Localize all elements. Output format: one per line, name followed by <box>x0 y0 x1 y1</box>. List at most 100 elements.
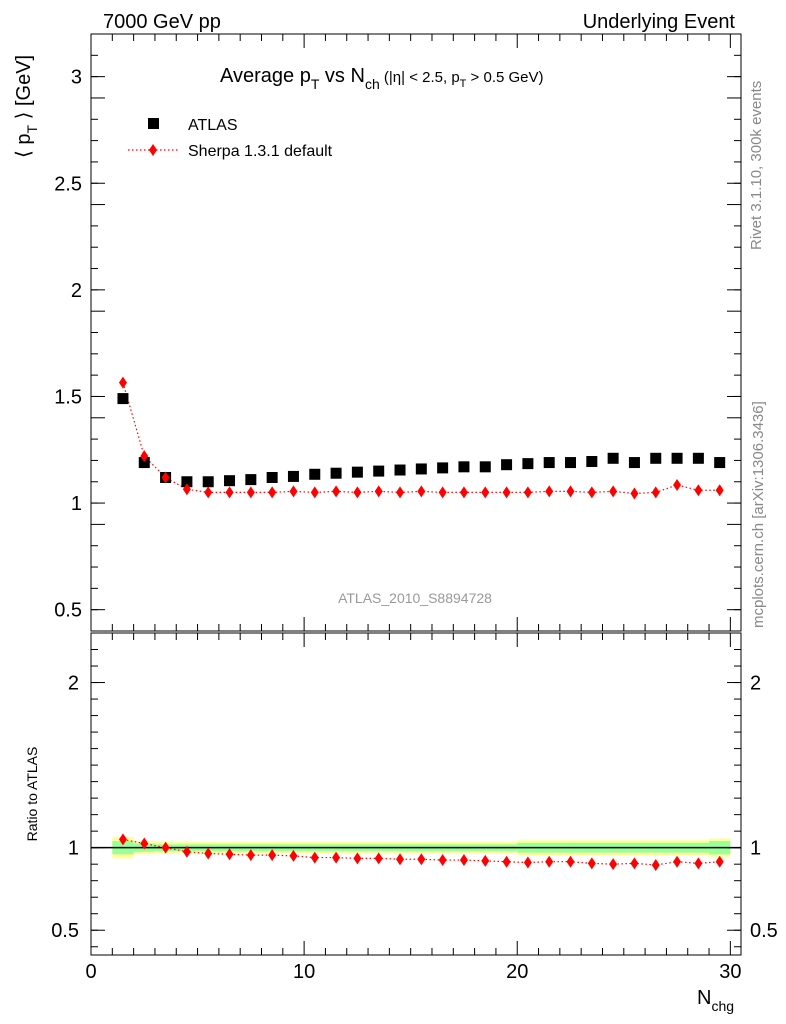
sherpa-ratio-point <box>545 855 554 868</box>
atlas-point <box>224 475 236 487</box>
ratio-data-marks <box>118 833 724 872</box>
sherpa-point <box>396 486 405 499</box>
atlas-point <box>394 464 406 476</box>
sherpa-line <box>122 382 720 495</box>
sherpa-point <box>332 485 341 498</box>
sherpa-ratio-point <box>268 849 277 862</box>
main-title-main-sub: T <box>311 76 320 92</box>
atlas-point <box>607 452 619 464</box>
sherpa-point <box>140 450 149 463</box>
ratio-ytick-label-left: 1 <box>68 838 79 860</box>
atlas-point <box>543 457 555 469</box>
sherpa-point <box>161 471 170 484</box>
atlas-point <box>138 457 150 469</box>
ratio-ytick-label-left: 2 <box>68 673 79 695</box>
sherpa-ratio-point <box>481 854 490 867</box>
sherpa-point <box>438 486 447 499</box>
sherpa-ratio-point <box>225 848 234 861</box>
atlas-point <box>714 457 726 469</box>
main-ytick-label: 1.5 <box>54 386 82 408</box>
sherpa-point <box>353 486 362 499</box>
main-title-cut-open: (|η| < 2.5, p <box>380 69 460 86</box>
legend: ATLAS Sherpa 1.3.1 default <box>128 117 333 160</box>
atlas-point <box>522 458 534 470</box>
legend-sherpa-marker <box>149 144 157 156</box>
atlas-point <box>245 474 257 486</box>
atlas-point <box>415 463 427 475</box>
sherpa-ratio-point <box>417 853 426 866</box>
main-ytick-label: 0.5 <box>54 600 82 622</box>
sherpa-ratio-point <box>694 857 703 870</box>
xtick-label: 20 <box>506 961 528 983</box>
sherpa-ratio-point <box>374 852 383 865</box>
sherpa-ratio-point <box>609 858 618 871</box>
sherpa-point <box>502 486 511 499</box>
ratio-xlabel: Nchg <box>697 987 734 1014</box>
ratio-ytick-labels: 0.5 0.5 1 1 2 2 <box>51 673 778 943</box>
legend-atlas-marker <box>148 118 159 129</box>
sherpa-ratio-point <box>332 851 341 864</box>
sherpa-point <box>566 485 575 498</box>
atlas-point <box>309 468 321 480</box>
main-ylabel-sub: T <box>24 125 40 134</box>
atlas-point <box>330 467 342 479</box>
sherpa-point <box>715 484 724 497</box>
ratio-xtick-labels: 0 10 20 30 <box>85 961 741 983</box>
ratio-panel: 0.5 0.5 1 1 2 2 0 10 20 30 Ratio to ATLAS Nchg <box>24 632 778 1014</box>
sherpa-point <box>182 483 191 496</box>
atlas-point <box>437 462 449 474</box>
sherpa-ratio-point <box>651 859 660 872</box>
rivet-label: Rivet 3.1.10, 300k events <box>748 81 765 250</box>
ratio-panel-frame <box>90 632 742 956</box>
atlas-point <box>692 452 704 464</box>
sherpa-ratio-point <box>438 854 447 867</box>
main-ytick-labels: 0.5 1 1.5 2 2.5 3 <box>54 67 82 622</box>
sherpa-point <box>417 485 426 498</box>
xtick-label: 30 <box>719 961 741 983</box>
atlas-point <box>671 452 683 464</box>
sherpa-ratio-point <box>182 845 191 858</box>
main-ylabel-close: ⟩ [GeV] <box>13 55 35 125</box>
atlas-point <box>586 455 598 467</box>
main-ylabel: ⟨ pT ⟩ [GeV] <box>13 55 40 158</box>
header-analysis-type: Underlying Event <box>583 11 736 33</box>
main-panel: 0.511.522.53 Average pT vs Nch (|η| < 2.… <box>13 33 742 632</box>
analysis-watermark: ATLAS_2010_S8894728 <box>338 590 492 606</box>
main-title-cut-close: > 0.5 GeV) <box>466 69 543 86</box>
sherpa-point <box>523 486 532 499</box>
atlas-point <box>650 452 662 464</box>
atlas-point <box>181 476 193 488</box>
main-title-cut-sub: T <box>460 78 467 90</box>
main-ylabel-open: ⟨ p <box>13 134 35 158</box>
ratio-ytick-label-right: 0.5 <box>750 920 778 942</box>
ratio-ylabel: Ratio to ATLAS <box>24 747 40 842</box>
sherpa-ratio-line <box>122 838 720 866</box>
atlas-point <box>287 470 299 482</box>
main-ytick-label: 1 <box>71 493 82 515</box>
ratio-axis-ticks <box>90 632 741 955</box>
legend-sherpa-label: Sherpa 1.3.1 default <box>188 143 333 160</box>
xtick-label: 10 <box>293 961 315 983</box>
sherpa-ratio-point <box>523 856 532 869</box>
sherpa-point <box>225 486 234 499</box>
sherpa-point <box>268 486 277 499</box>
sherpa-ratio-point <box>673 855 682 868</box>
sherpa-point <box>609 485 618 498</box>
sherpa-point <box>310 486 319 499</box>
sherpa-ratio-point <box>587 857 596 870</box>
sherpa-ratio-point <box>715 855 724 868</box>
sherpa-ratio-point <box>459 854 468 867</box>
sherpa-point <box>694 484 703 497</box>
legend-atlas-label: ATLAS <box>188 117 238 134</box>
atlas-point <box>117 393 129 405</box>
header-energy: 7000 GeV pp <box>103 11 221 33</box>
main-ytick-label: 3 <box>71 67 82 89</box>
ratio-ytick-label-left: 0.5 <box>51 920 79 942</box>
sherpa-ratio-point <box>140 837 149 850</box>
atlas-point <box>373 465 385 477</box>
sherpa-ratio-point <box>204 847 213 860</box>
main-data-marks <box>117 376 726 500</box>
atlas-point <box>458 461 470 473</box>
sherpa-point <box>246 486 255 499</box>
sherpa-point <box>587 486 596 499</box>
